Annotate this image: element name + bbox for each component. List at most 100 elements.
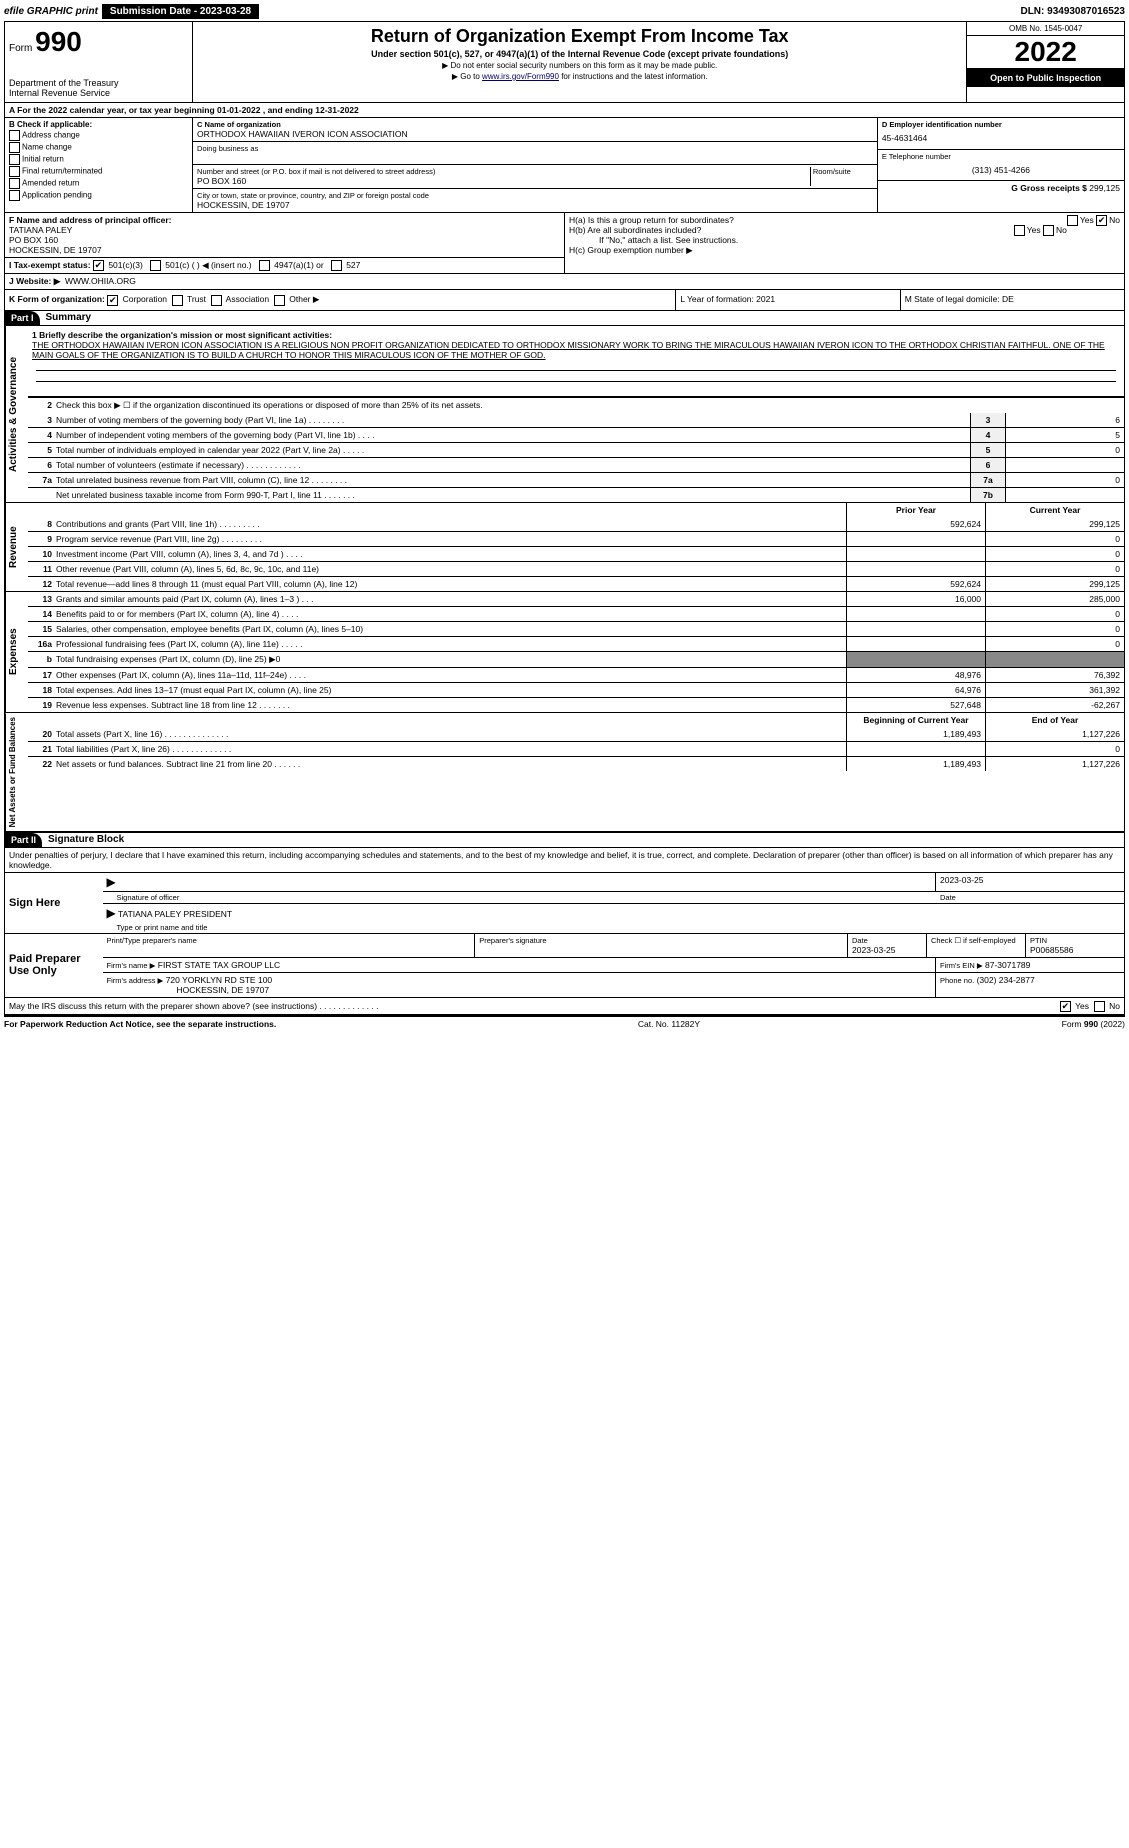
check-application-pending[interactable]: Application pending bbox=[9, 190, 188, 201]
sig-date: 2023-03-25 bbox=[935, 873, 1124, 891]
ha-row: H(a) Is this a group return for subordin… bbox=[569, 215, 1120, 225]
box-c: C Name of organization ORTHODOX HAWAIIAN… bbox=[193, 118, 877, 212]
side-governance: Activities & Governance bbox=[5, 326, 28, 502]
type-name-label: Type or print name and title bbox=[103, 922, 1124, 933]
officer-label: F Name and address of principal officer: bbox=[9, 215, 560, 225]
summary-line: 3Number of voting members of the governi… bbox=[28, 413, 1124, 427]
part2-header: Part II Signature Block bbox=[5, 833, 1124, 848]
row-i: I Tax-exempt status: ✔ 501(c)(3) 501(c) … bbox=[5, 258, 564, 273]
check-name-change[interactable]: Name change bbox=[9, 142, 188, 153]
check-4947[interactable] bbox=[259, 260, 270, 271]
summary-line: 4Number of independent voting members of… bbox=[28, 427, 1124, 442]
check-527[interactable] bbox=[331, 260, 342, 271]
self-employed-check[interactable]: Check ☐ if self-employed bbox=[927, 934, 1026, 957]
expenses-section: Expenses 13Grants and similar amounts pa… bbox=[5, 592, 1124, 713]
check-address-change[interactable]: Address change bbox=[9, 130, 188, 141]
row-k: K Form of organization: ✔ Corporation Tr… bbox=[5, 290, 1124, 310]
sig-arrow-icon: ▶ bbox=[107, 875, 116, 889]
name-label: C Name of organization bbox=[197, 120, 873, 129]
line2: Check this box ▶ ☐ if the organization d… bbox=[54, 398, 1124, 413]
check-501c3[interactable]: ✔ bbox=[93, 260, 104, 271]
summary-line: 8Contributions and grants (Part VIII, li… bbox=[28, 517, 1124, 531]
discuss-no[interactable] bbox=[1094, 1001, 1105, 1012]
omb-number: OMB No. 1545-0047 bbox=[967, 22, 1124, 36]
officer-addr2: HOCKESSIN, DE 19707 bbox=[9, 245, 560, 255]
top-bar: efile GRAPHIC print Submission Date - 20… bbox=[4, 4, 1125, 19]
summary-line: 9Program service revenue (Part VIII, lin… bbox=[28, 531, 1124, 546]
summary-line: 18Total expenses. Add lines 13–17 (must … bbox=[28, 682, 1124, 697]
ha-no[interactable]: ✔ bbox=[1096, 215, 1107, 226]
check-other[interactable] bbox=[274, 295, 285, 306]
firm-ein-label: Firm's EIN ▶ bbox=[940, 961, 983, 970]
ha-yes[interactable] bbox=[1067, 215, 1078, 226]
date-label: Date bbox=[936, 892, 1124, 903]
subtitle-3: ▶ Go to www.irs.gov/Form990 for instruct… bbox=[197, 72, 962, 81]
sig-officer-label: Signature of officer bbox=[103, 892, 936, 903]
form-container: Form 990 Department of the Treasury Inte… bbox=[4, 21, 1125, 1017]
tax-status-label: I Tax-exempt status: bbox=[9, 260, 91, 270]
street-address: PO BOX 160 bbox=[197, 176, 810, 186]
check-initial-return[interactable]: Initial return bbox=[9, 154, 188, 165]
summary-line: 10Investment income (Part VIII, column (… bbox=[28, 546, 1124, 561]
summary-line: 11Other revenue (Part VIII, column (A), … bbox=[28, 561, 1124, 576]
part2-label: Part II bbox=[5, 833, 42, 847]
discuss-text: May the IRS discuss this return with the… bbox=[9, 1001, 378, 1011]
sign-here-label: Sign Here bbox=[5, 873, 103, 933]
part1-title: Summary bbox=[40, 312, 92, 323]
form-org-label: K Form of organization: bbox=[9, 294, 105, 304]
check-corp[interactable]: ✔ bbox=[107, 295, 118, 306]
row-fh: F Name and address of principal officer:… bbox=[5, 213, 1124, 274]
hb-yes[interactable] bbox=[1014, 225, 1025, 236]
ein-label: D Employer identification number bbox=[882, 120, 1120, 129]
efile-label: efile GRAPHIC print bbox=[4, 6, 98, 17]
org-name: ORTHODOX HAWAIIAN IVERON ICON ASSOCIATIO… bbox=[197, 129, 873, 139]
cat-no: Cat. No. 11282Y bbox=[276, 1019, 1061, 1029]
instructions-link[interactable]: www.irs.gov/Form990 bbox=[482, 72, 559, 81]
paid-preparer-label: Paid Preparer Use Only bbox=[5, 934, 103, 997]
sub3-post: for instructions and the latest informat… bbox=[559, 72, 708, 81]
paperwork-notice: For Paperwork Reduction Act Notice, see … bbox=[4, 1019, 276, 1029]
check-501c[interactable] bbox=[150, 260, 161, 271]
officer-addr1: PO BOX 160 bbox=[9, 235, 560, 245]
part2-title: Signature Block bbox=[42, 834, 124, 845]
summary-line: Net unrelated business taxable income fr… bbox=[28, 487, 1124, 502]
form-number: Form 990 bbox=[9, 26, 188, 58]
signature-block: Under penalties of perjury, I declare th… bbox=[5, 848, 1124, 1016]
row-a: A For the 2022 calendar year, or tax yea… bbox=[5, 103, 1124, 118]
firm-addr2: HOCKESSIN, DE 19707 bbox=[107, 985, 931, 995]
submission-date-button[interactable]: Submission Date - 2023-03-28 bbox=[102, 4, 259, 19]
summary-line: 13Grants and similar amounts paid (Part … bbox=[28, 592, 1124, 606]
gross-receipts-value: 299,125 bbox=[1089, 183, 1120, 193]
box-h: H(a) Is this a group return for subordin… bbox=[565, 213, 1124, 273]
hc-row: H(c) Group exemption number ▶ bbox=[569, 245, 1120, 256]
sub3-pre: ▶ Go to bbox=[452, 72, 482, 81]
date2-label: Date bbox=[852, 936, 922, 945]
mission-text: THE ORTHODOX HAWAIIAN IVERON ICON ASSOCI… bbox=[32, 340, 1105, 360]
box-b: B Check if applicable: Address change Na… bbox=[5, 118, 193, 212]
prep-date: 2023-03-25 bbox=[852, 945, 922, 955]
part1-label: Part I bbox=[5, 311, 40, 325]
netassets-section: Net Assets or Fund Balances Beginning of… bbox=[5, 713, 1124, 833]
summary-line: 22Net assets or fund balances. Subtract … bbox=[28, 756, 1124, 771]
check-amended-return[interactable]: Amended return bbox=[9, 178, 188, 189]
summary-line: bTotal fundraising expenses (Part IX, co… bbox=[28, 651, 1124, 667]
discuss-yes[interactable]: ✔ bbox=[1060, 1001, 1071, 1012]
dln-label: DLN: 93493087016523 bbox=[1020, 6, 1125, 17]
hb-no[interactable] bbox=[1043, 225, 1054, 236]
state-domicile: M State of legal domicile: DE bbox=[901, 290, 1124, 309]
firm-name-label: Firm's name ▶ bbox=[107, 961, 156, 970]
check-assoc[interactable] bbox=[211, 295, 222, 306]
city-value: HOCKESSIN, DE 19707 bbox=[197, 200, 873, 210]
penalty-text: Under penalties of perjury, I declare th… bbox=[5, 848, 1124, 873]
dept-label: Department of the Treasury bbox=[9, 78, 188, 88]
box-b-label: B Check if applicable: bbox=[9, 120, 188, 129]
summary-line: 5Total number of individuals employed in… bbox=[28, 442, 1124, 457]
officer-typed-name: TATIANA PALEY PRESIDENT bbox=[118, 909, 232, 919]
governance-section: Activities & Governance 1 Briefly descri… bbox=[5, 326, 1124, 503]
form-number-value: 990 bbox=[35, 26, 82, 57]
phone-value: (313) 451-4266 bbox=[882, 165, 1120, 175]
check-final-return[interactable]: Final return/terminated bbox=[9, 166, 188, 177]
check-trust[interactable] bbox=[172, 295, 183, 306]
footer: For Paperwork Reduction Act Notice, see … bbox=[4, 1017, 1125, 1029]
open-to-public: Open to Public Inspection bbox=[967, 69, 1124, 87]
